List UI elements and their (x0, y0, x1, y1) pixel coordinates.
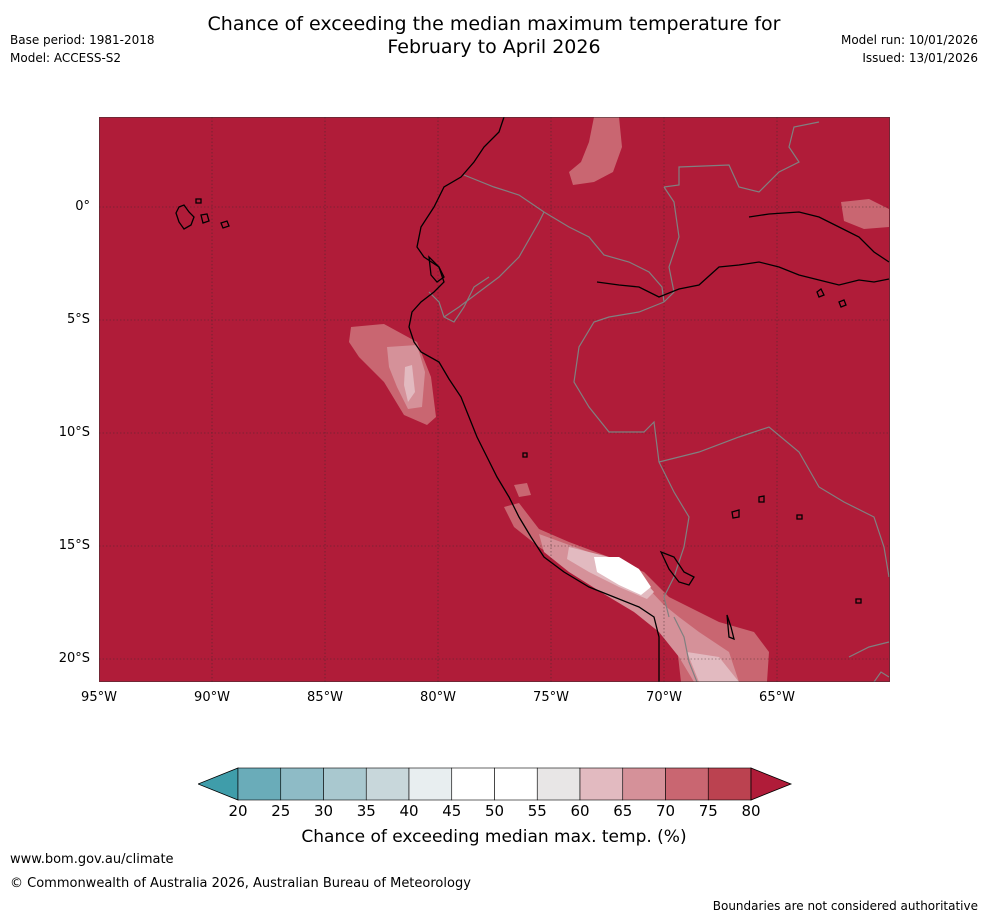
lon-label-70w: 70°W (646, 690, 682, 705)
patch-small-1 (514, 483, 531, 497)
lon-label-85w: 85°W (307, 690, 343, 705)
colorbar-segment (280, 767, 324, 801)
map-svg (99, 117, 890, 682)
base-period-text: Base period: 1981-2018 (10, 33, 155, 47)
patch-west-inner (404, 365, 415, 402)
colorbar-tick-label: 65 (613, 802, 633, 820)
colorbar-tick-label: 40 (399, 802, 419, 820)
map-frame (99, 117, 890, 682)
colorbar-tick-label: 70 (655, 802, 676, 820)
colorbar-tick-label: 30 (313, 802, 334, 820)
country-borders (428, 121, 890, 682)
map-title: Chance of exceeding the median maximum t… (0, 13, 988, 59)
lon-label-75w: 75°W (533, 690, 569, 705)
map-background (99, 117, 890, 682)
colorbar-segment (365, 767, 410, 801)
colorbar-segment (665, 767, 709, 801)
issued-text: Issued: 13/01/2026 (862, 51, 978, 65)
lat-label-5s: 5°S (66, 312, 90, 327)
colorbar-tick-label: 75 (698, 802, 718, 820)
colorbar-svg (196, 767, 793, 801)
patch-south-coast-white (594, 557, 651, 595)
colorbar-segment (622, 767, 666, 801)
lon-label-65w: 65°W (759, 690, 795, 705)
colorbar-segment (408, 767, 453, 801)
colorbar-tick-label: 55 (527, 802, 547, 820)
model-text: Model: ACCESS-S2 (10, 51, 122, 65)
patch-inland-lobe (687, 652, 739, 682)
lon-label-80w: 80°W (420, 690, 456, 705)
patch-north (569, 117, 622, 185)
colorbar-tick-label: 80 (741, 802, 761, 820)
header-left-meta: Base period: 1981-2018 Model: ACCESS-S2 (10, 31, 155, 67)
lon-label-90w: 90°W (194, 690, 230, 705)
colorbar-segment (494, 767, 538, 801)
colorbar-extend-high (750, 767, 793, 801)
colorbar-tick-label: 25 (271, 802, 291, 820)
colorbar-segment (536, 767, 581, 801)
colorbar-segment (451, 767, 495, 801)
lat-label-20s: 20°S (58, 651, 90, 666)
lon-label-95w: 95°W (81, 690, 117, 705)
footer-copyright: © Commonwealth of Australia 2026, Austra… (10, 876, 471, 891)
title-line-2: February to April 2026 (387, 36, 601, 58)
lat-label-15s: 15°S (58, 538, 90, 553)
colorbar-tick-label: 45 (442, 802, 462, 820)
footer-url: www.bom.gov.au/climate (10, 852, 174, 867)
colorbar-segment (323, 767, 367, 801)
colorbar (196, 767, 793, 805)
colorbar-segment (237, 767, 282, 801)
footer-disclaimer: Boundaries are not considered authoritat… (712, 899, 978, 913)
map-panel (99, 117, 890, 682)
header-right-meta: Model run: 10/01/2026 Issued: 13/01/2026 (841, 31, 978, 67)
colorbar-segment (707, 767, 752, 801)
colorbar-extend-low (196, 767, 239, 801)
colorbar-segment (579, 767, 624, 801)
coastlines (175, 117, 890, 682)
probability-patches (349, 117, 889, 682)
colorbar-label: Chance of exceeding median max. temp. (%… (301, 827, 687, 847)
title-line-1: Chance of exceeding the median maximum t… (207, 13, 781, 35)
graticule (99, 117, 890, 682)
colorbar-tick-label: 60 (570, 802, 590, 820)
colorbar-tick-label: 35 (356, 802, 376, 820)
colorbar-tick-label: 20 (228, 802, 248, 820)
patch-east (841, 199, 889, 229)
colorbar-tick-label: 50 (484, 802, 505, 820)
lat-label-10s: 10°S (58, 425, 90, 440)
lat-label-0: 0° (75, 199, 90, 214)
model-run-text: Model run: 10/01/2026 (840, 33, 978, 47)
